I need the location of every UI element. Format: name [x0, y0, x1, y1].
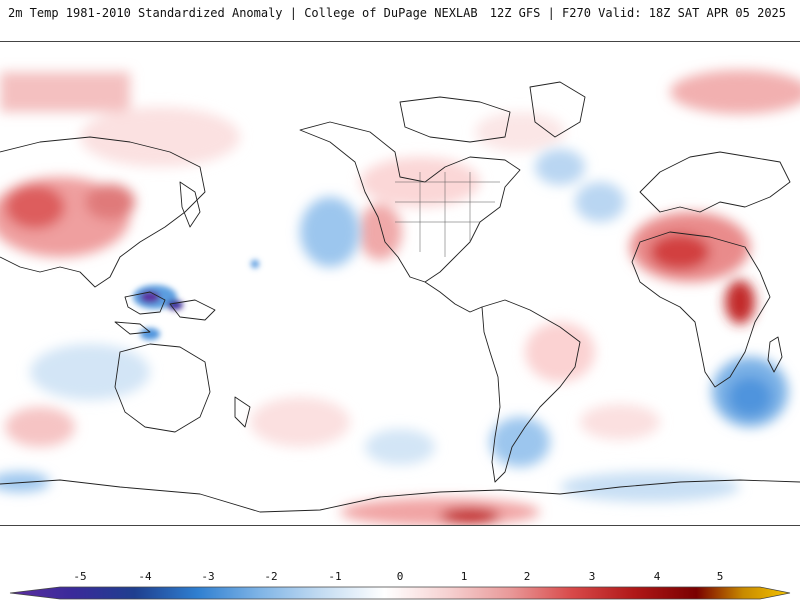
colorbar-tick-labels: -5 -4 -3 -2 -1 0 1 2 3 4 5 — [0, 570, 800, 584]
tick-label: -4 — [138, 570, 152, 583]
model-run-info: 12Z GFS | F270 Valid: 18Z SAT APR 05 202… — [489, 6, 786, 20]
colorbar-bar — [9, 586, 791, 600]
tick-label: -3 — [201, 570, 215, 583]
tick-label: 0 — [396, 570, 404, 583]
australia-outline — [114, 343, 211, 433]
world-map — [0, 70, 800, 525]
tick-label: -2 — [264, 570, 278, 583]
tick-label: -5 — [73, 570, 87, 583]
asia-outline — [0, 136, 206, 288]
continent-outlines — [0, 81, 800, 513]
map-title: 2m Temp 1981-2010 Standardized Anomaly |… — [8, 6, 478, 20]
colorbar-gradient — [9, 586, 791, 600]
warm-anomaly-layer — [0, 70, 800, 525]
tick-label: 3 — [588, 570, 596, 583]
africa-outline — [631, 231, 771, 388]
colorbar: -5 -4 -3 -2 -1 0 1 2 3 4 5 — [0, 570, 800, 600]
antarctica-outline — [0, 479, 800, 513]
cold-anomaly-layer — [0, 149, 788, 502]
tick-label: 1 — [460, 570, 468, 583]
tick-label: 4 — [653, 570, 661, 583]
tick-label: 5 — [716, 570, 724, 583]
tick-label: 2 — [523, 570, 531, 583]
map-panel — [0, 41, 800, 526]
tick-label: -1 — [328, 570, 342, 583]
europe-outline — [639, 151, 791, 213]
south-america-outline — [481, 299, 581, 483]
